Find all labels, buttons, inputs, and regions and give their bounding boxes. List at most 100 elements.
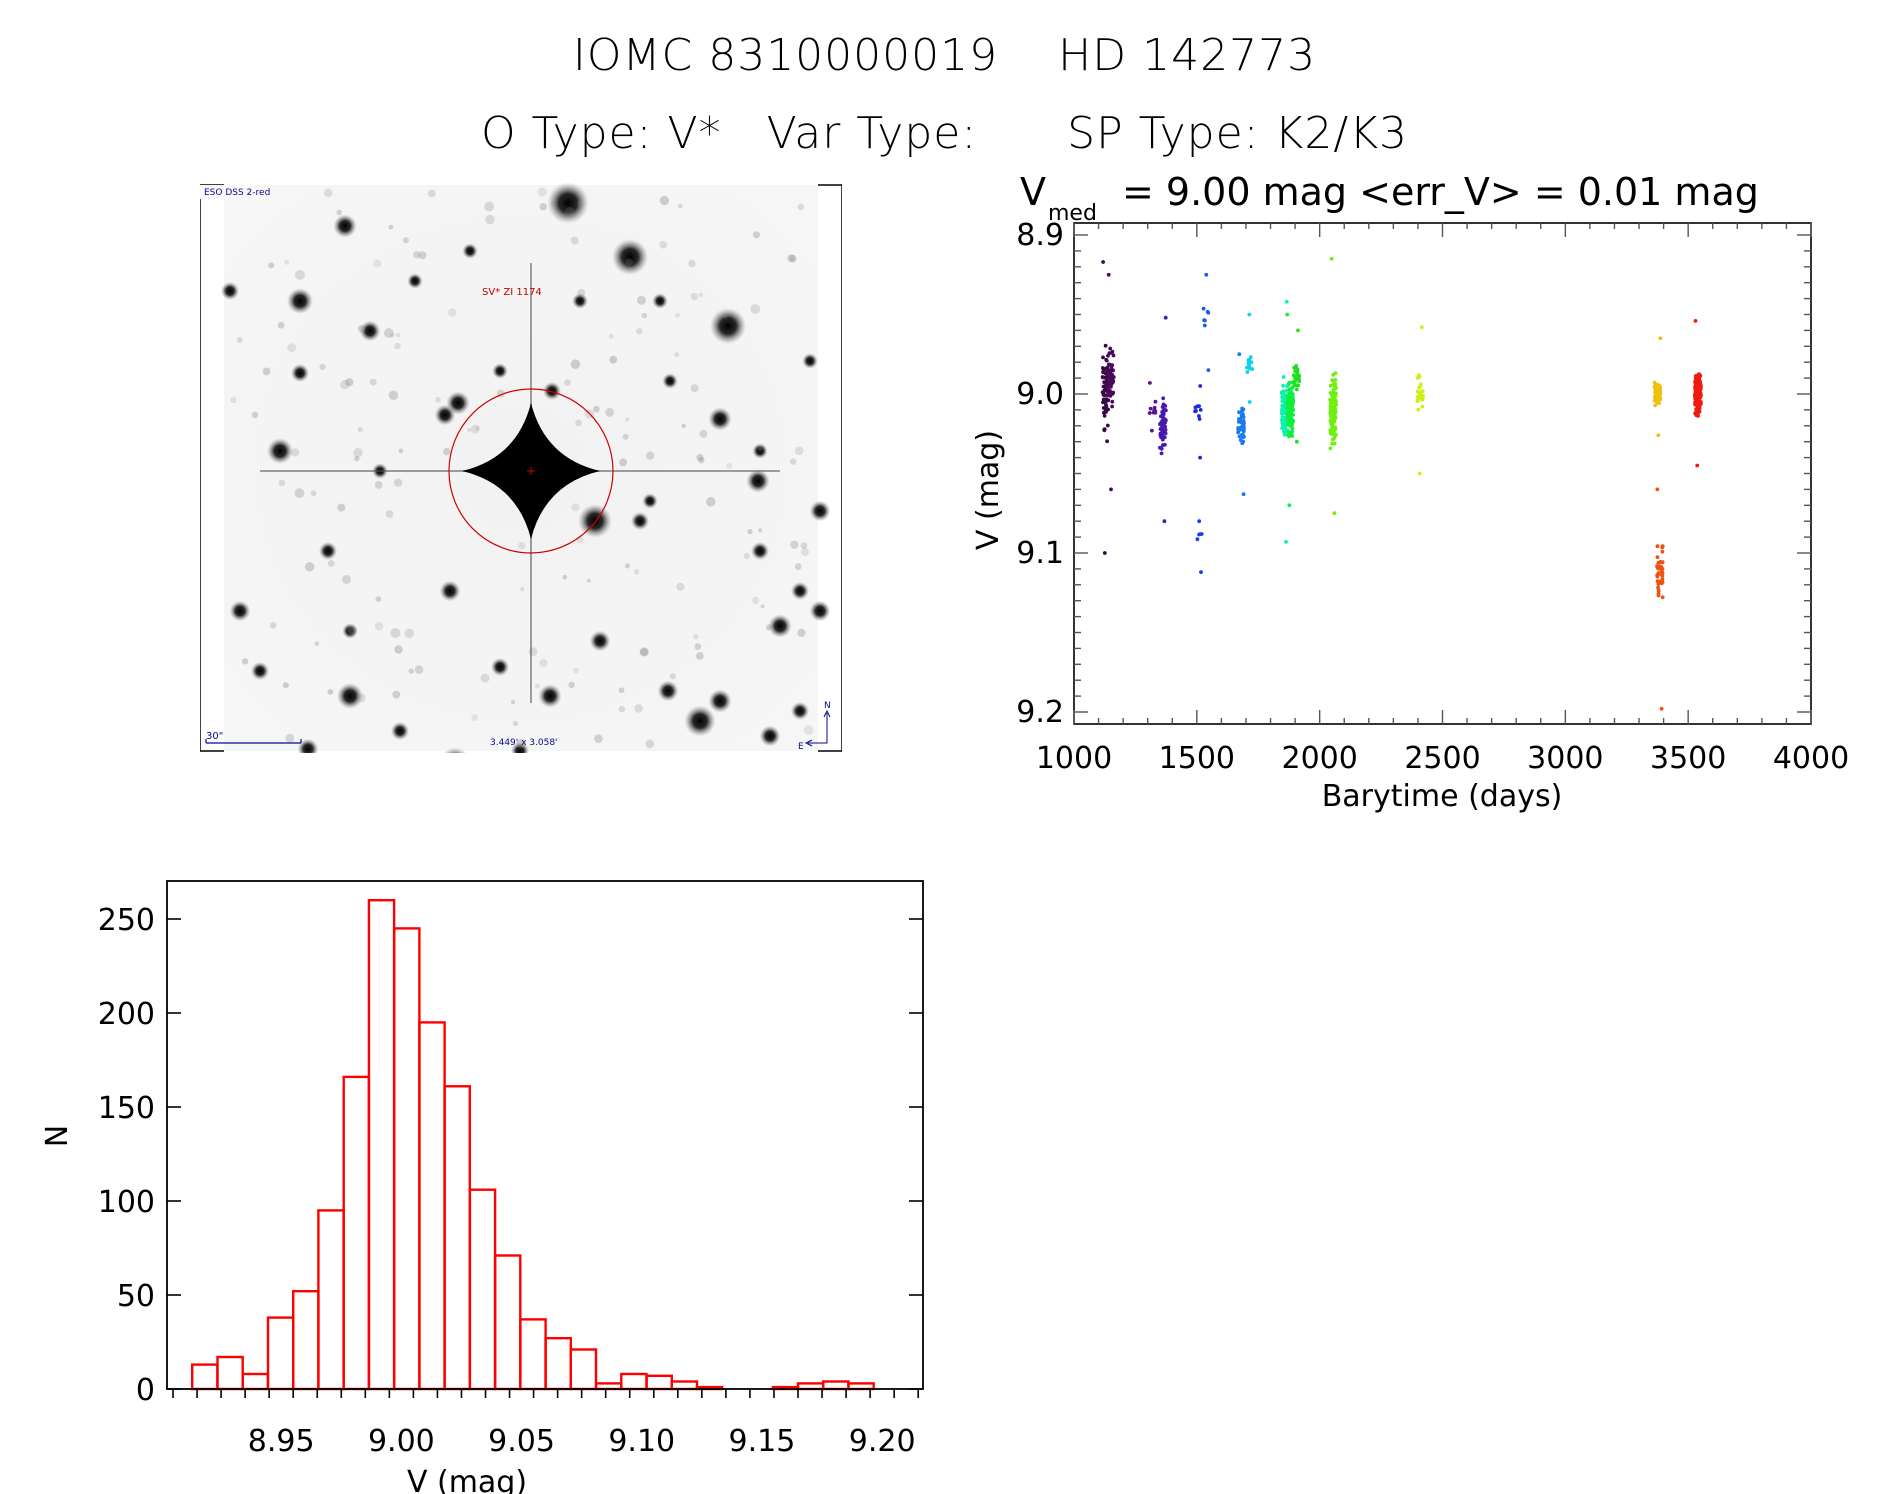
- faint-star: [800, 547, 809, 556]
- field-size-label: 3.449' x 3.058': [490, 738, 558, 748]
- faint-star: [323, 188, 333, 198]
- faint-star: [690, 384, 699, 393]
- lc-point: [1202, 323, 1207, 328]
- faint-star: [758, 446, 763, 452]
- lc-point: [1415, 399, 1420, 403]
- hist-bar: [216, 1355, 244, 1391]
- lc-point: [1158, 433, 1163, 438]
- field-star: [630, 511, 650, 531]
- hist-y-tick-label: 0: [136, 1373, 155, 1408]
- lc-point: [1331, 382, 1336, 387]
- scale-bar-label: 30": [206, 731, 223, 742]
- lc-point: [1420, 404, 1425, 409]
- lc-point: [1286, 419, 1291, 423]
- lc-point: [1660, 581, 1664, 586]
- lc-point: [1286, 403, 1290, 408]
- faint-star: [593, 405, 600, 413]
- survey-label-bg: [200, 185, 266, 199]
- lc-point: [1659, 706, 1664, 711]
- hist-x-tick-label: 9.00: [368, 1424, 435, 1459]
- lc-point: [1109, 366, 1114, 371]
- lc-point: [1655, 574, 1660, 579]
- lc-point: [1280, 406, 1285, 411]
- lc-point: [1329, 401, 1333, 405]
- faint-star: [618, 705, 626, 713]
- survey-label: ESO DSS 2-red: [204, 188, 270, 198]
- field-star: [657, 680, 679, 702]
- faint-star: [484, 201, 495, 212]
- lc-point: [1331, 396, 1336, 400]
- faint-star: [640, 647, 649, 657]
- lc-point: [1285, 312, 1290, 317]
- lc-point: [1161, 430, 1166, 435]
- hist-x-tick-label: 9.10: [608, 1424, 675, 1459]
- field-star: [809, 600, 831, 622]
- faint-star: [722, 313, 728, 319]
- lc-point: [1110, 363, 1114, 368]
- lc-point: [1696, 397, 1701, 401]
- hist-bar: [822, 1380, 850, 1391]
- field-star: [611, 238, 649, 276]
- lc-point: [1328, 410, 1333, 415]
- faint-star: [314, 641, 320, 646]
- faint-star: [310, 490, 317, 497]
- lc-point: [1653, 403, 1658, 408]
- field-star: [809, 500, 831, 522]
- north-arrowhead: [823, 709, 831, 718]
- lc-point: [1290, 433, 1294, 438]
- lc-point: [1162, 519, 1167, 524]
- lc-point: [1248, 355, 1253, 360]
- faint-star: [475, 425, 480, 431]
- faint-star: [564, 379, 571, 386]
- hist-bar: [544, 1337, 572, 1391]
- faint-star: [448, 308, 457, 317]
- faint-star: [337, 503, 346, 512]
- lc-point: [1297, 379, 1301, 384]
- faint-star: [571, 503, 580, 512]
- lc-title-sub: med: [1048, 201, 1097, 226]
- faint-star: [517, 541, 526, 550]
- lc-x-tick-label: 3000: [1527, 741, 1603, 776]
- faint-star: [480, 673, 490, 683]
- lc-point: [1290, 392, 1295, 397]
- hist-x-tick-label: 9.15: [729, 1424, 796, 1459]
- lc-point: [1657, 401, 1661, 406]
- lc-point: [1108, 391, 1112, 396]
- hist-bar: [317, 1209, 345, 1391]
- lc-point: [1295, 367, 1300, 372]
- lc-point: [1110, 349, 1115, 354]
- faint-star: [743, 552, 750, 559]
- star-field: [220, 183, 831, 753]
- lc-point: [1290, 429, 1295, 434]
- faint-star: [747, 528, 753, 535]
- faint-star: [398, 448, 404, 454]
- lc-title-rest: = 9.00 mag <err_V> = 0.01 mag: [1122, 170, 1759, 214]
- lc-y-tick-label: 9.2: [1016, 695, 1064, 730]
- lc-point: [1332, 511, 1337, 516]
- hist-y-tick-label: 150: [98, 1091, 155, 1126]
- faint-star: [392, 690, 401, 699]
- lc-point: [1655, 398, 1660, 403]
- lc-point: [1237, 410, 1241, 415]
- faint-star: [373, 259, 382, 268]
- faint-star: [696, 453, 704, 462]
- lc-point: [1205, 309, 1210, 314]
- lc-point: [1280, 395, 1284, 400]
- lc-point: [1199, 570, 1203, 574]
- lc-point: [1105, 439, 1109, 444]
- faint-star: [510, 699, 516, 705]
- faint-star: [605, 408, 615, 417]
- lc-point: [1110, 404, 1114, 409]
- faint-star: [277, 321, 285, 329]
- lc-point: [1105, 365, 1110, 370]
- faint-star: [418, 251, 427, 260]
- faint-star: [388, 390, 399, 400]
- field-star: [333, 214, 357, 238]
- lc-point: [1334, 386, 1338, 390]
- faint-star: [327, 689, 334, 695]
- otype-value: V*: [667, 108, 722, 159]
- field-star: [642, 493, 658, 509]
- lc-point: [1331, 372, 1336, 377]
- hist-y-tick-label: 250: [98, 903, 155, 938]
- lc-point: [1104, 410, 1108, 414]
